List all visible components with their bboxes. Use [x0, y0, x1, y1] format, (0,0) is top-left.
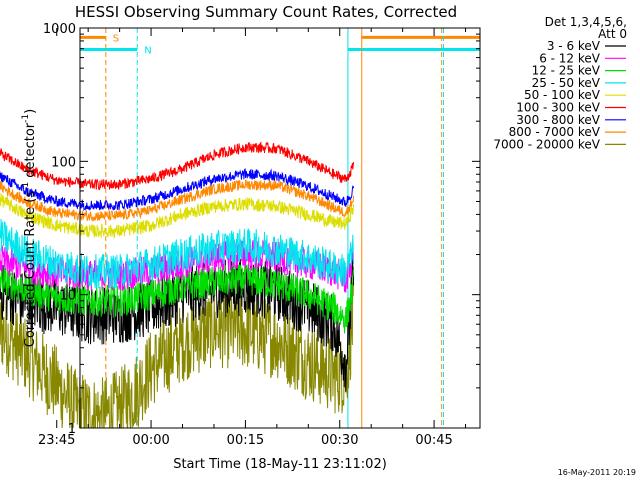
plot-frame — [79, 27, 481, 429]
series-line-4 — [0, 193, 355, 239]
flag-bars: SN — [80, 33, 480, 56]
x-tick-label-2: 23:45 — [38, 433, 75, 448]
series-group — [0, 141, 355, 429]
y-axis-label-sup1: -1 — [21, 182, 31, 191]
y-tick-label-1: 10 — [59, 289, 76, 304]
footer-timestamp: 16-May-2011 20:19 — [558, 468, 636, 477]
y-tick-label-0: 1 — [68, 422, 76, 437]
series-line-7 — [0, 178, 355, 222]
legend-label-6: 300 - 800 keV — [516, 113, 600, 127]
legend-label-4: 50 - 100 keV — [524, 88, 601, 102]
series-line-6 — [0, 168, 355, 212]
legend-header-1: Det 1,3,4,5,6, — [545, 15, 627, 29]
x-tick-label-6: 00:45 — [415, 433, 452, 448]
y-axis: 1 10 100 1000 — [43, 22, 480, 437]
legend-label-3: 25 - 50 keV — [532, 76, 601, 90]
x-tick-label-4: 00:15 — [227, 433, 264, 448]
y-axis-label-main: Corrected Count Rate (s — [23, 191, 38, 348]
y-axis-label-sup2: -1 — [21, 114, 31, 123]
x-axis-label: Start Time (18-May-11 23:11:02) — [173, 457, 387, 472]
y-tick-label-3: 1000 — [43, 22, 76, 37]
chart-title: HESSI Observing Summary Count Rates, Cor… — [75, 3, 457, 21]
legend-label-1: 6 - 12 keV — [539, 51, 601, 65]
y-axis-label-mid: detector — [23, 122, 38, 182]
series-line-3 — [0, 218, 355, 289]
y-axis-label-end: ) — [23, 109, 38, 114]
legend-header-2: Att 0 — [598, 27, 627, 41]
legend-label-5: 100 - 300 keV — [516, 101, 600, 115]
series-line-8 — [0, 277, 355, 429]
y-axis-label: Corrected Count Rate (s-1 detector-1) — [21, 109, 38, 347]
flag-label-1: N — [144, 45, 151, 56]
flag-label-0: S — [113, 33, 119, 44]
legend-label-7: 800 - 7000 keV — [509, 125, 601, 139]
series-line-5 — [0, 141, 355, 191]
y-tick-label-2: 100 — [51, 155, 76, 170]
legend-label-8: 7000 - 20000 keV — [493, 137, 600, 151]
legend-label-2: 12 - 25 keV — [532, 64, 601, 78]
x-tick-label-5: 00:30 — [321, 433, 358, 448]
legend-label-0: 3 - 6 keV — [547, 39, 601, 53]
x-tick-label-3: 00:00 — [132, 433, 169, 448]
